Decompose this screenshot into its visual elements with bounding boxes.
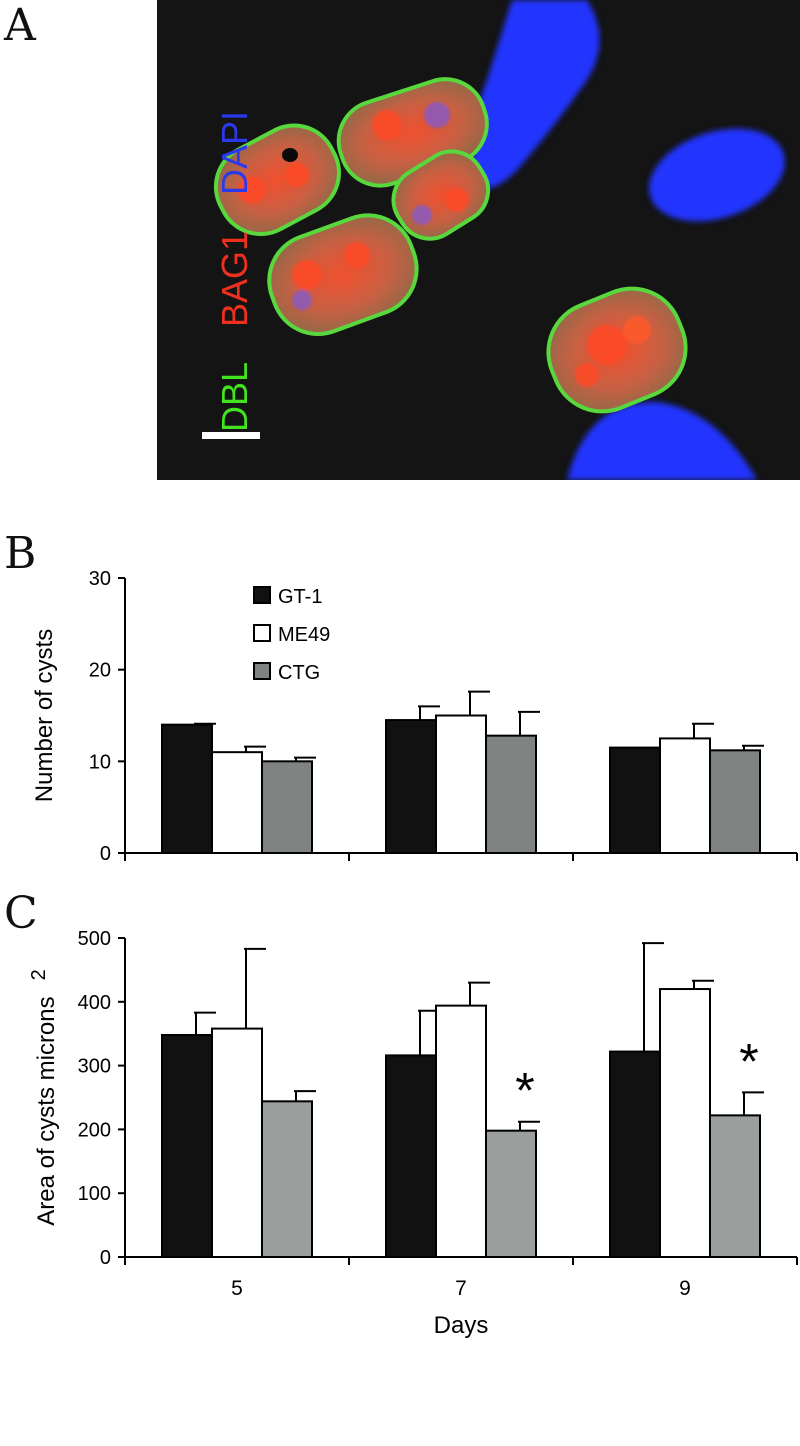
chart-panel-c: 0 100 200 300 400 500 5 7 9 * * Days Area of cysts m… <box>28 928 798 1339</box>
legend-swatch-me49 <box>253 624 271 642</box>
cysts <box>213 77 688 414</box>
x-tick-label: 5 <box>231 873 243 875</box>
micrograph-image: DBL BAG1 DAPI <box>157 0 800 480</box>
scale-bar <box>202 432 260 439</box>
bar-ctg-day-5 <box>261 1100 313 1258</box>
y-tick-label: 400 <box>78 992 111 1014</box>
nucleus-top <box>472 0 600 188</box>
bar-me49-day-7 <box>435 714 487 854</box>
bar-gt-1-day-5 <box>161 723 213 854</box>
bar-gt-1-day-9 <box>609 746 661 854</box>
legend-label-ctg: CTG <box>278 662 320 684</box>
x-tick-label: 7 <box>455 873 467 875</box>
y-tick-label: 20 <box>89 660 111 682</box>
legend-label-gt-1: GT-1 <box>278 586 322 608</box>
panel-letter-c: C <box>4 888 38 939</box>
stain-label-bag1: BAG1 <box>214 231 255 327</box>
y-tick-label: 100 <box>78 1183 111 1205</box>
y-axis-label-superscript: 2 <box>28 969 50 980</box>
bar-gt-1-day-7 <box>385 719 437 854</box>
legend-swatch-gt-1 <box>253 586 271 604</box>
y-tick-label: 500 <box>78 928 111 950</box>
y-tick-label: 0 <box>100 1247 111 1269</box>
y-tick-label: 0 <box>100 843 111 865</box>
y-axis-label: Number of cysts <box>31 629 58 802</box>
x-tick-label: 9 <box>679 873 691 875</box>
micrograph-background <box>157 0 800 480</box>
significance-asterisk: * <box>739 1033 758 1089</box>
bar-ctg-day-9 <box>709 749 761 854</box>
nucleus-right <box>649 128 785 222</box>
host-nuclei <box>472 0 785 480</box>
bar-gt-1-day-9 <box>609 1050 661 1258</box>
stain-label-dbl: DBL <box>214 362 255 432</box>
y-tick-label: 300 <box>78 1056 111 1078</box>
legend-swatch-ctg <box>253 662 271 680</box>
y-axis-label: Area of cysts microns2 <box>28 969 60 1226</box>
bar-ctg-day-7 <box>485 1129 537 1258</box>
bar-ctg-day-9 <box>709 1114 761 1258</box>
bar-me49-day-5 <box>211 1027 263 1258</box>
bar-me49-day-9 <box>659 988 711 1258</box>
bar-ctg-day-7 <box>485 734 537 855</box>
stain-labels: DBL BAG1 DAPI <box>214 111 255 432</box>
bar-gt-1-day-5 <box>161 1033 213 1258</box>
nucleus-bottom <box>567 401 757 480</box>
x-axis-label: Days <box>434 1312 489 1339</box>
cyst-1 <box>213 123 341 237</box>
bar-me49-day-5 <box>211 751 263 855</box>
legend-label-me49: ME49 <box>278 624 330 646</box>
bar-ctg-day-5 <box>261 760 313 854</box>
y-tick-label: 30 <box>89 568 111 590</box>
bar-me49-day-7 <box>435 1004 487 1258</box>
y-tick-label: 200 <box>78 1119 111 1141</box>
x-tick-label: 5 <box>231 1277 243 1300</box>
dark-granule <box>282 148 298 162</box>
micrograph-panel-a: DBL BAG1 DAPI <box>157 0 800 480</box>
x-tick-label: 7 <box>455 1277 467 1300</box>
stain-label-dapi: DAPI <box>214 111 255 195</box>
panel-letter-a: A <box>4 0 36 51</box>
y-tick-label: 10 <box>89 751 111 773</box>
bar-gt-1-day-7 <box>385 1054 437 1258</box>
x-tick-label: 9 <box>679 1277 691 1300</box>
significance-asterisk: * <box>515 1063 534 1119</box>
panel-letter-b: B <box>4 528 37 579</box>
bar-me49-day-9 <box>659 737 711 855</box>
